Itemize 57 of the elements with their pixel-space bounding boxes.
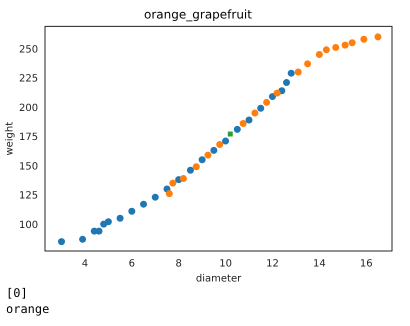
point bbox=[58, 238, 65, 246]
point bbox=[234, 126, 241, 133]
point bbox=[222, 138, 230, 145]
y-tick-label: 225 bbox=[18, 74, 38, 85]
point bbox=[166, 190, 173, 198]
y-tick-label: 150 bbox=[18, 161, 38, 172]
point bbox=[332, 44, 340, 51]
x-tick-label: 8 bbox=[176, 258, 182, 270]
point bbox=[204, 152, 212, 159]
point bbox=[140, 200, 148, 208]
y-tick-label: 250 bbox=[18, 44, 38, 56]
x-axis-title: diameter bbox=[196, 274, 242, 285]
point bbox=[228, 132, 233, 136]
point bbox=[246, 116, 253, 124]
y-tick-label: 125 bbox=[18, 190, 38, 202]
y-axis-title: weight bbox=[4, 122, 16, 156]
point bbox=[257, 104, 264, 112]
point bbox=[198, 156, 206, 164]
point bbox=[79, 236, 86, 243]
point bbox=[128, 208, 136, 215]
y-tick-label: 175 bbox=[18, 132, 38, 144]
point bbox=[348, 39, 356, 46]
point bbox=[274, 90, 281, 97]
point bbox=[152, 194, 159, 201]
point bbox=[216, 141, 224, 148]
x-tick-label: 4 bbox=[82, 258, 88, 270]
y-tick-label: 100 bbox=[18, 220, 38, 231]
point bbox=[104, 218, 112, 226]
point bbox=[251, 109, 258, 116]
point bbox=[192, 163, 200, 170]
point bbox=[288, 70, 295, 77]
point bbox=[180, 174, 187, 182]
x-tick-label: 12 bbox=[266, 258, 279, 270]
point bbox=[96, 228, 102, 235]
point bbox=[268, 93, 276, 100]
chart-title: orange_grapefruit bbox=[144, 7, 252, 22]
text: orange bbox=[6, 301, 50, 317]
point bbox=[304, 60, 312, 68]
point bbox=[322, 46, 330, 54]
point bbox=[360, 36, 368, 43]
point bbox=[210, 146, 218, 154]
point bbox=[283, 79, 290, 86]
y-tick-label: 200 bbox=[18, 102, 38, 114]
point bbox=[186, 166, 194, 174]
point bbox=[263, 98, 270, 106]
point bbox=[240, 120, 247, 127]
x-tick-label: 6 bbox=[128, 258, 136, 270]
point bbox=[169, 180, 176, 187]
point bbox=[316, 50, 323, 58]
x-tick-label: 10 bbox=[219, 258, 232, 270]
point bbox=[116, 214, 124, 222]
x-tick-label: 16 bbox=[360, 258, 373, 270]
text: [0] bbox=[6, 285, 29, 301]
point bbox=[342, 42, 349, 49]
point bbox=[374, 33, 382, 40]
point bbox=[294, 68, 302, 76]
x-tick-label: 14 bbox=[312, 258, 326, 270]
